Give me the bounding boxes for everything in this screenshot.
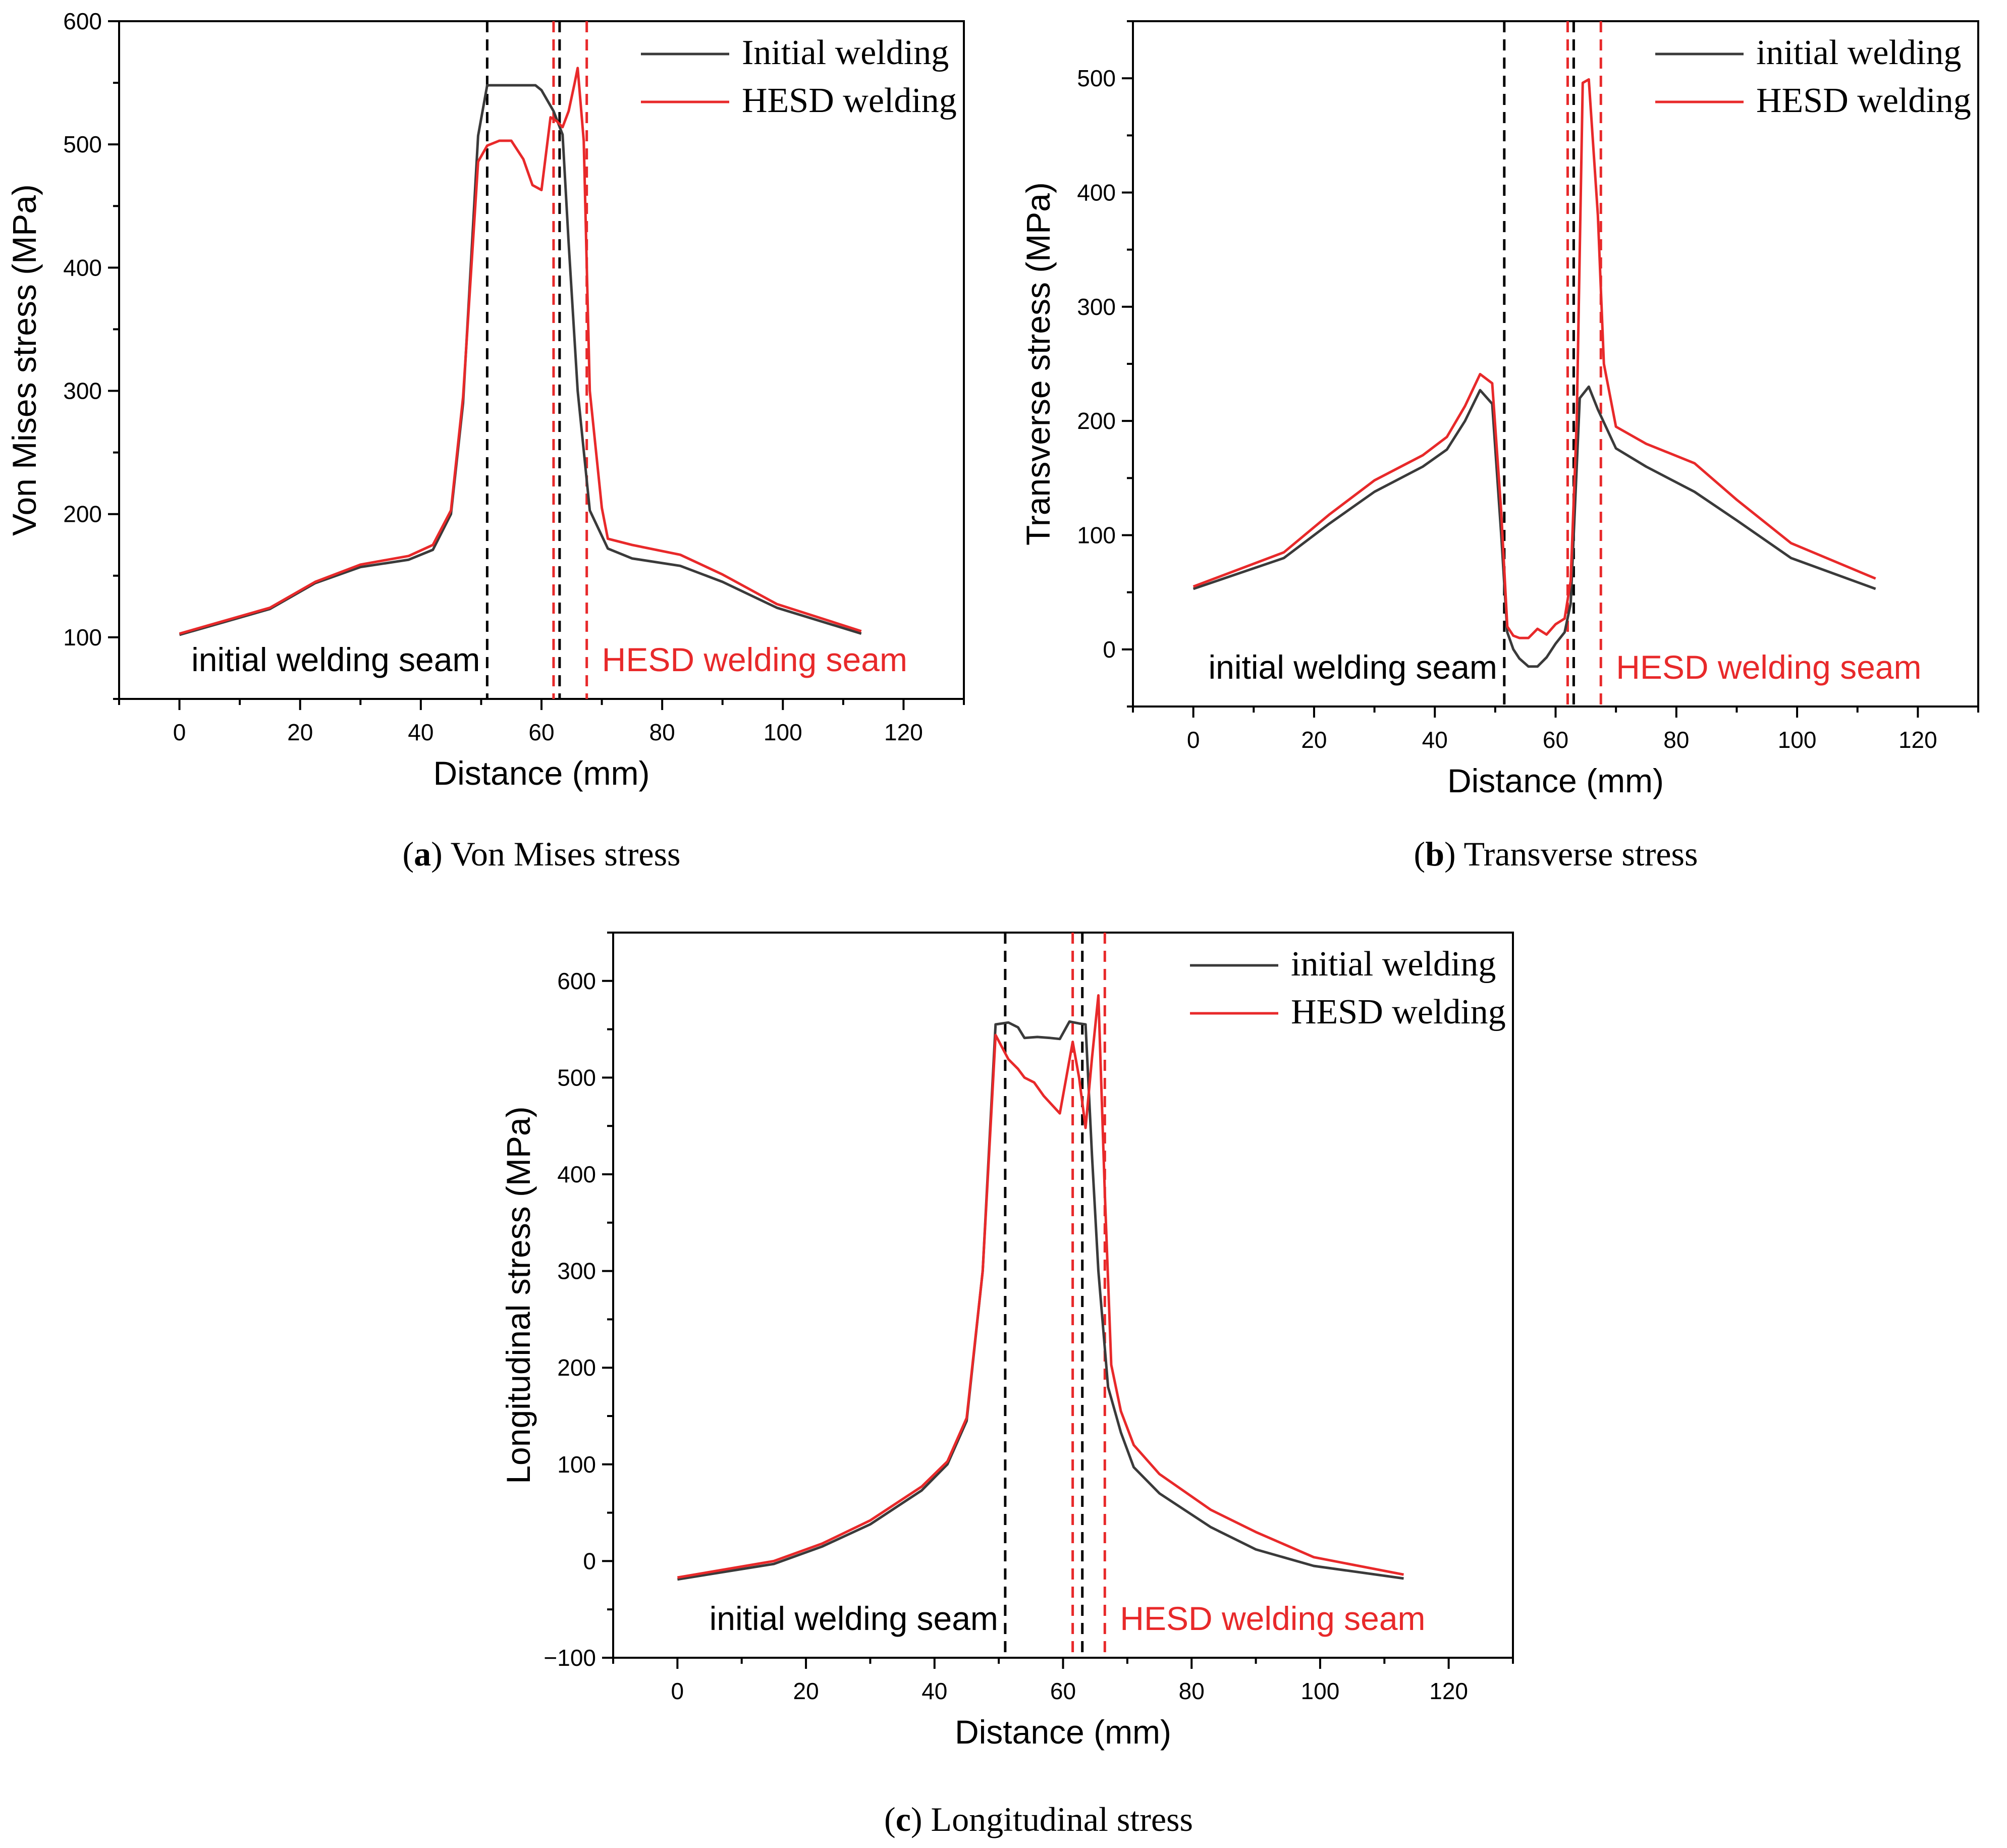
caption-text: Transverse stress [1463, 835, 1698, 873]
x-axis-label: Distance (mm) [1447, 762, 1664, 799]
panel-caption: (a) Von Mises stress [403, 835, 681, 873]
legend-label-initial: initial welding [1291, 945, 1496, 984]
y-tick-label: 500 [557, 1064, 596, 1091]
caption-letter: a [414, 835, 431, 873]
caption-paren: ( [403, 835, 414, 873]
seam-label-initial: initial welding seam [191, 641, 480, 678]
panel-b-transverse: 0 20 40 60 80 100 120 0 100 200 300 400 500 Distance … [1019, 20, 1979, 873]
x-tick-label: 60 [1543, 727, 1568, 753]
y-tick-label: 300 [557, 1258, 596, 1284]
series-line-hesd [179, 67, 862, 635]
series-line-hesd [1192, 78, 1876, 639]
seam-label-initial: initial welding seam [710, 1600, 998, 1637]
y-tick-label: 0 [583, 1548, 596, 1574]
x-tick-label: 120 [1898, 727, 1937, 753]
caption-paren: ( [1414, 835, 1426, 873]
x-tick-label: 40 [408, 719, 433, 745]
x-tick-label: 60 [1050, 1678, 1076, 1704]
series-line-initial [677, 1020, 1404, 1581]
y-tick-label: −100 [544, 1645, 596, 1671]
x-tick-label: 40 [921, 1678, 947, 1704]
y-tick-label: 400 [1077, 180, 1116, 206]
y-axis-label: Von Mises stress (MPa) [6, 184, 43, 536]
panel-a-von-mises: 0 20 40 60 80 100 120 100 200 300 400 500 600 Distanc… [6, 8, 965, 873]
y-tick-label: 400 [557, 1161, 596, 1187]
x-tick-label: 40 [1422, 727, 1448, 753]
series-line-initial [1192, 385, 1876, 668]
x-tick-label: 20 [287, 719, 313, 745]
x-tick-label: 20 [1301, 727, 1327, 753]
x-tick-label: 20 [793, 1678, 819, 1704]
seam-label-hesd: HESD welding seam [602, 641, 907, 678]
y-tick-label: 300 [1077, 294, 1116, 320]
y-tick-label: 100 [557, 1451, 596, 1478]
caption-paren: ( [884, 1800, 896, 1838]
panel-c-longitudinal: 0 20 40 60 80 100 120 −100 0 100 200 300 400 500 600 Di… [500, 932, 1514, 1838]
y-tick-label: 300 [63, 378, 102, 404]
x-tick-label: 80 [649, 719, 675, 745]
y-axis-label: Transverse stress (MPa) [1019, 182, 1057, 546]
legend-label-initial: Initial welding [742, 33, 949, 72]
y-tick-label: 200 [63, 501, 102, 527]
y-tick-label: 600 [63, 8, 102, 34]
x-tick-label: 100 [1778, 727, 1817, 753]
series-line-hesd [677, 994, 1404, 1579]
x-tick-label: 0 [1187, 727, 1200, 753]
y-tick-label: 200 [557, 1354, 596, 1381]
caption-paren: ) [911, 1800, 931, 1838]
caption-text: Longitudinal stress [931, 1800, 1193, 1838]
x-axis-label: Distance (mm) [433, 754, 649, 792]
caption-text: Von Mises stress [451, 835, 681, 873]
x-tick-label: 0 [173, 719, 186, 745]
legend-label-initial: initial welding [1756, 33, 1961, 72]
legend-label-hesd: HESD welding [742, 81, 957, 120]
x-tick-label: 100 [1301, 1678, 1340, 1704]
y-tick-label: 400 [63, 254, 102, 281]
caption-letter: b [1425, 835, 1444, 873]
series-line-initial [179, 84, 862, 636]
x-tick-label: 120 [1429, 1678, 1468, 1704]
y-tick-label: 500 [63, 131, 102, 157]
y-axis-label: Longitudinal stress (MPa) [500, 1106, 537, 1484]
caption-letter: c [896, 1800, 911, 1838]
seam-label-hesd: HESD welding seam [1616, 648, 1921, 686]
panel-caption: (c) Longitudinal stress [884, 1800, 1193, 1838]
seam-label-hesd: HESD welding seam [1120, 1600, 1425, 1637]
legend-label-hesd: HESD welding [1291, 993, 1506, 1031]
x-tick-label: 80 [1179, 1678, 1205, 1704]
x-tick-label: 60 [528, 719, 554, 745]
x-axis-label: Distance (mm) [955, 1713, 1171, 1751]
seam-label-initial: initial welding seam [1209, 648, 1497, 686]
y-tick-label: 100 [63, 624, 102, 650]
x-tick-label: 80 [1663, 727, 1689, 753]
legend-label-hesd: HESD welding [1756, 81, 1971, 120]
x-tick-label: 0 [671, 1678, 684, 1704]
x-tick-label: 100 [764, 719, 802, 745]
y-tick-label: 0 [1103, 636, 1116, 663]
y-tick-label: 200 [1077, 408, 1116, 434]
x-tick-label: 120 [884, 719, 923, 745]
caption-paren: ) [431, 835, 450, 873]
caption-paren: ) [1444, 835, 1463, 873]
y-tick-label: 500 [1077, 65, 1116, 91]
panel-caption: (b) Transverse stress [1414, 835, 1698, 873]
y-tick-label: 600 [557, 968, 596, 994]
y-tick-label: 100 [1077, 522, 1116, 549]
